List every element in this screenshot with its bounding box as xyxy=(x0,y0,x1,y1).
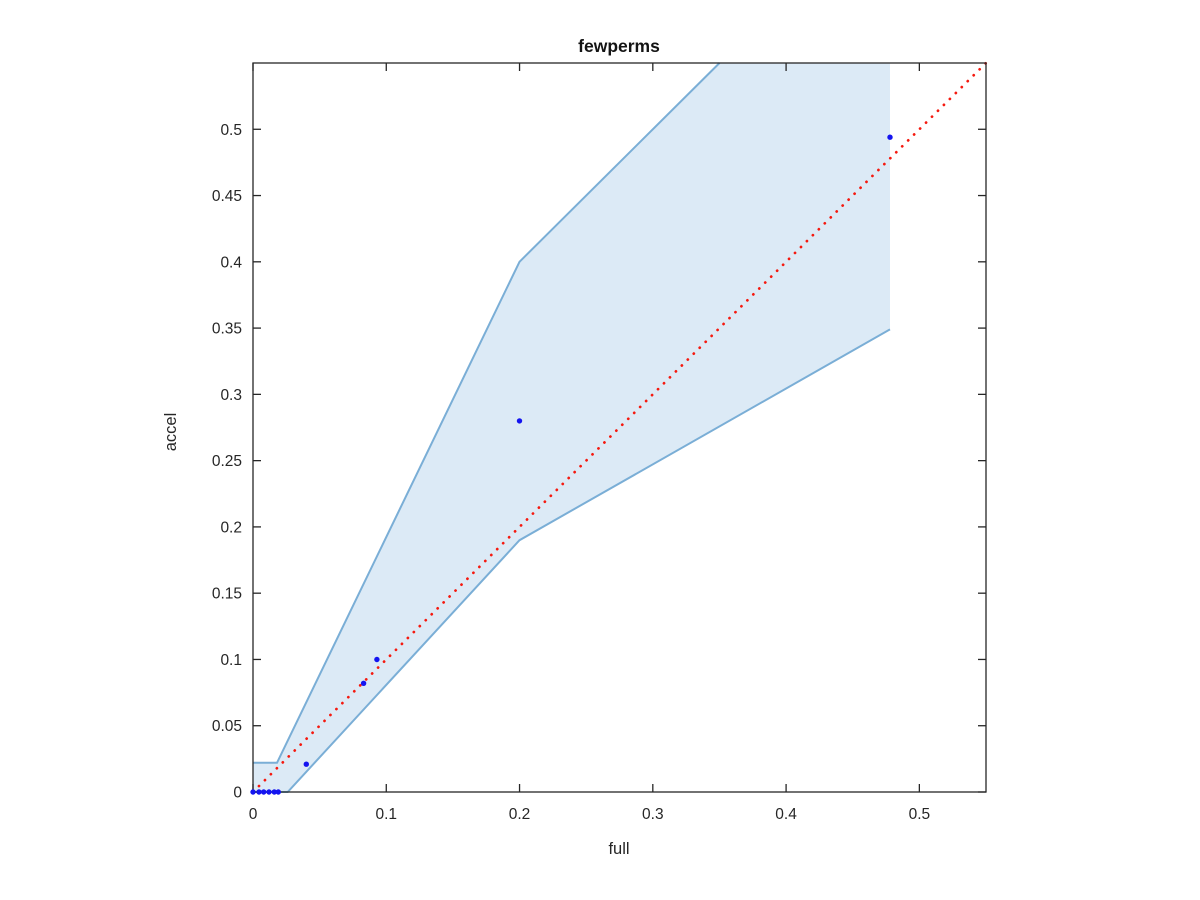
x-tick-label: 0 xyxy=(249,806,258,823)
data-point xyxy=(516,418,523,424)
x-tick-label: 0.1 xyxy=(375,806,397,823)
confidence-band-upper-edge xyxy=(253,62,721,764)
plot-area: 0 0.1 0.2 0.3 0.4 0.5 0 0.05 0.1 0.15 0.2 0.25 0.3 0.… xyxy=(212,61,988,823)
y-tick-label: 0.25 xyxy=(212,453,242,470)
y-tick-label: 0.45 xyxy=(212,188,242,205)
chart-title: fewperms xyxy=(578,36,660,56)
x-tick-label: 0.2 xyxy=(509,806,531,823)
data-point xyxy=(266,789,272,795)
data-point xyxy=(261,789,267,795)
y-tick-label: 0.5 xyxy=(220,122,242,139)
y-tick-label: 0.4 xyxy=(220,254,242,271)
y-tick-label: 0.15 xyxy=(212,586,242,603)
y-tick-label: 0.1 xyxy=(220,652,242,669)
y-tick-label: 0.3 xyxy=(220,387,242,404)
data-point xyxy=(275,789,281,795)
axes-box xyxy=(252,62,987,793)
y-tick-label: 0.2 xyxy=(220,519,242,536)
data-point xyxy=(271,789,277,795)
y-tick-label: 0.35 xyxy=(212,321,242,338)
x-tick-label: 0.5 xyxy=(909,806,931,823)
y-tick-label: 0 xyxy=(233,785,242,802)
data-point xyxy=(374,656,380,663)
y-axis-label: accel xyxy=(162,413,180,452)
confidence-band-fill xyxy=(253,63,890,792)
data-point xyxy=(887,134,893,140)
data-point xyxy=(250,789,256,795)
data-point xyxy=(256,789,262,795)
data-point xyxy=(303,761,309,767)
x-axis-label: full xyxy=(608,840,629,858)
x-tick-label: 0.3 xyxy=(642,806,664,823)
y-tick-label: 0.05 xyxy=(212,718,242,735)
data-point xyxy=(360,680,367,686)
x-tick-label: 0.4 xyxy=(775,806,797,823)
